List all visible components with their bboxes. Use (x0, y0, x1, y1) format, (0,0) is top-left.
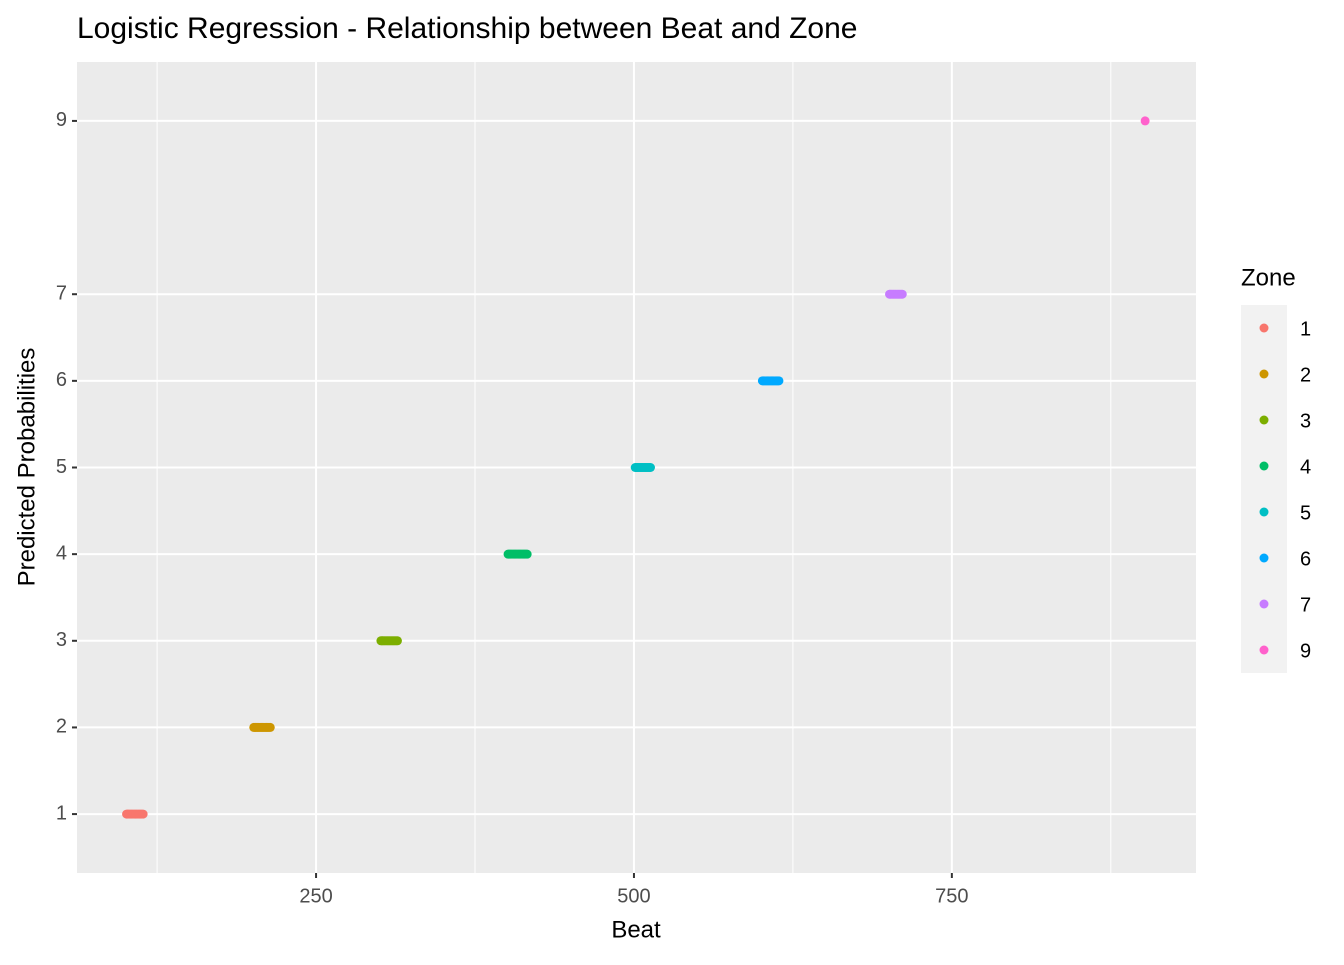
y-tick-label: 1 (56, 802, 67, 824)
chart-title: Logistic Regression - Relationship betwe… (77, 12, 857, 45)
legend-marker (1259, 599, 1269, 609)
legend-key-background (1241, 305, 1287, 673)
y-tick-label: 9 (56, 109, 67, 131)
y-tick-label: 6 (56, 369, 67, 391)
legend-label: 2 (1300, 364, 1311, 386)
y-tick-label: 7 (56, 282, 67, 304)
legend-label: 4 (1300, 456, 1311, 478)
legend-label: 5 (1300, 502, 1311, 524)
point (774, 376, 784, 386)
point (897, 289, 907, 299)
y-tick-label: 2 (56, 716, 67, 738)
legend-label: 7 (1300, 594, 1311, 616)
x-tick-label: 250 (299, 885, 332, 907)
point (265, 722, 275, 732)
legend-marker (1259, 553, 1269, 563)
legend-label: 9 (1300, 640, 1311, 662)
y-tick-label: 3 (56, 629, 67, 651)
point (1140, 116, 1150, 126)
legend-marker (1259, 507, 1269, 517)
legend-marker (1259, 323, 1269, 333)
y-tick-label: 5 (56, 456, 67, 478)
point (645, 463, 655, 472)
y-tick-label: 4 (56, 542, 67, 564)
point (522, 549, 532, 559)
legend-label: 1 (1300, 318, 1311, 340)
legend-title: Zone (1241, 264, 1296, 291)
y-axis-label: Predicted Probabilities (13, 348, 40, 587)
legend-marker (1259, 369, 1269, 379)
legend-marker (1259, 645, 1269, 655)
point (392, 636, 402, 646)
legend-marker (1259, 415, 1269, 425)
x-tick-label: 750 (935, 885, 968, 907)
legend-marker (1259, 461, 1269, 471)
point (138, 809, 148, 819)
x-axis-label: Beat (611, 916, 661, 943)
x-tick-label: 500 (617, 885, 650, 907)
legend-label: 6 (1300, 548, 1311, 570)
legend-label: 3 (1300, 410, 1311, 432)
